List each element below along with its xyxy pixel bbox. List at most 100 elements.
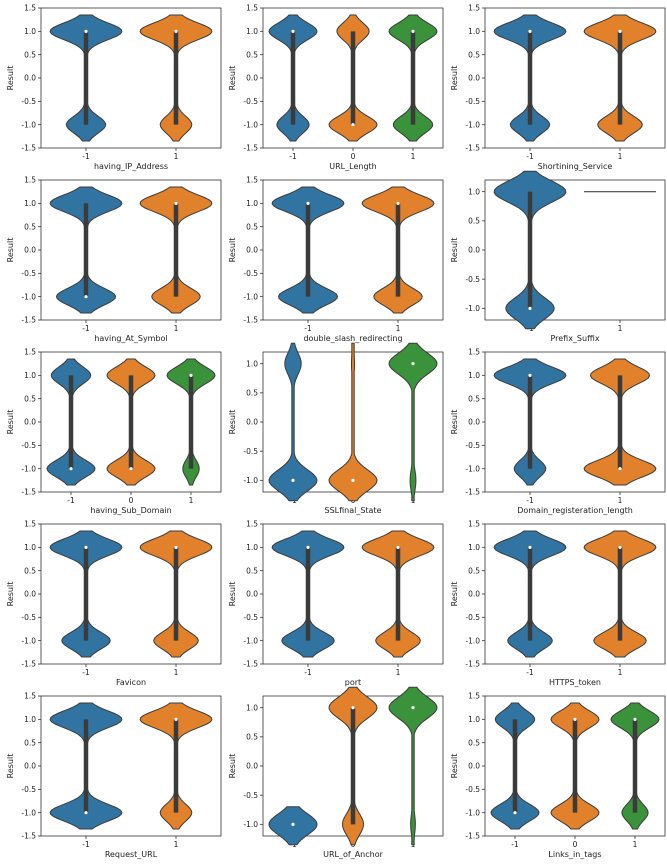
y-tick-label: 0.5 (246, 566, 258, 575)
y-tick-label: -1.0 (243, 820, 258, 829)
y-tick-label: 0.5 (24, 738, 36, 747)
x-tick-label: -1 (289, 152, 297, 161)
y-tick-label: -0.5 (21, 269, 36, 278)
y-tick-label: 0.0 (24, 246, 36, 255)
y-tick-label: 1.5 (24, 520, 36, 529)
y-axis-label: Result (6, 754, 15, 779)
y-tick-label: -0.5 (21, 441, 36, 450)
y-tick-label: 0.5 (24, 566, 36, 575)
median-marker (174, 545, 178, 549)
x-tick-label: -1 (82, 152, 90, 161)
y-tick-label: 0.5 (468, 738, 480, 747)
median-marker (306, 545, 310, 549)
median-marker (396, 201, 400, 205)
median-marker (633, 717, 637, 721)
x-tick-label: 1 (618, 324, 623, 333)
y-tick-label: 0.5 (468, 50, 480, 59)
subplot-Request_URL: 1.5 1.0 0.5 0.0 -0.5 -1.0 -1.5 Result Request_UR… (6, 692, 222, 859)
x-tick-label: -1 (526, 496, 534, 505)
y-axis-label: Result (450, 582, 459, 607)
y-tick-label: -1.0 (465, 304, 480, 313)
median-marker (174, 29, 178, 33)
y-tick-label: -1.0 (21, 292, 36, 301)
y-tick-label: -1.0 (465, 120, 480, 129)
median-marker (306, 201, 310, 205)
y-tick-label: -1.0 (465, 808, 480, 817)
y-tick-label: 0.0 (24, 74, 36, 83)
x-tick-label: -1 (526, 152, 534, 161)
x-axis-label: having_Sub_Domain (90, 506, 171, 515)
y-tick-label: -0.5 (243, 791, 258, 800)
y-tick-label: 0.0 (246, 590, 258, 599)
y-tick-label: -0.5 (243, 269, 258, 278)
x-tick-label: 1 (618, 668, 623, 677)
median-marker (411, 29, 415, 33)
median-marker (69, 467, 73, 471)
median-marker (189, 373, 193, 377)
median-marker (528, 29, 532, 33)
y-axis-label: Result (6, 582, 15, 607)
x-axis-label: Links_in_tags (548, 850, 601, 859)
y-tick-label: -1.0 (243, 636, 258, 645)
y-axis-label: Result (6, 66, 15, 91)
median-marker (351, 478, 355, 482)
y-axis-label: Result (450, 410, 459, 435)
y-tick-label: -1.5 (465, 144, 480, 153)
y-axis-label: Result (228, 754, 237, 779)
median-marker (528, 545, 532, 549)
x-axis-label: double_slash_redirecting (303, 334, 402, 343)
subplot-port: 1.5 1.0 0.5 0.0 -0.5 -1.0 -1.5 Result port -1 1 (228, 520, 444, 687)
y-tick-label: -1.0 (243, 292, 258, 301)
y-tick-label: 0.0 (468, 590, 480, 599)
x-axis-label: Favicon (116, 678, 146, 687)
x-tick-label: 0 (351, 152, 356, 161)
y-tick-label: -1.5 (21, 144, 36, 153)
y-tick-label: 0.5 (246, 50, 258, 59)
x-tick-label: 0 (573, 840, 578, 849)
x-axis-label: having_At_Symbol (94, 334, 167, 343)
median-marker (84, 811, 88, 815)
y-axis-label: Result (6, 238, 15, 263)
violin-1 (388, 686, 438, 846)
y-tick-label: 1.0 (24, 543, 36, 552)
y-tick-label: 1.0 (246, 703, 258, 712)
y-tick-label: 1.0 (24, 715, 36, 724)
x-tick-label: 1 (174, 840, 179, 849)
subplot-Favicon: 1.5 1.0 0.5 0.0 -0.5 -1.0 -1.5 Result Favicon -1 1 (6, 520, 222, 687)
x-tick-label: -1 (304, 668, 312, 677)
y-axis-label: Result (228, 238, 237, 263)
median-marker (174, 201, 178, 205)
y-tick-label: 1.5 (468, 692, 480, 701)
subplot-double_slash_redirecting: 1.5 1.0 0.5 0.0 -0.5 -1.0 -1.5 Result double_sla… (228, 176, 444, 343)
y-tick-label: -0.5 (21, 785, 36, 794)
y-tick-label: 0.0 (468, 762, 480, 771)
x-tick-label: -1 (526, 668, 534, 677)
y-tick-label: -1.5 (243, 660, 258, 669)
subplot-having_IP_Address: 1.5 1.0 0.5 0.0 -0.5 -1.0 -1.5 Result having_IP_… (6, 4, 222, 171)
x-tick-label: -1 (511, 840, 519, 849)
y-axis-label: Result (228, 66, 237, 91)
y-tick-label: 0.0 (468, 418, 480, 427)
y-tick-label: -0.5 (465, 613, 480, 622)
y-tick-label: 0.5 (468, 216, 480, 225)
x-axis-label: HTTPS_token (549, 678, 601, 687)
y-tick-label: -1.0 (465, 636, 480, 645)
x-tick-label: 1 (633, 840, 638, 849)
y-tick-label: 1.0 (24, 199, 36, 208)
y-tick-label: -0.5 (465, 275, 480, 284)
x-tick-label: -1 (82, 668, 90, 677)
y-tick-label: 1.0 (468, 543, 480, 552)
y-tick-label: 1.0 (246, 359, 258, 368)
x-tick-label: 1 (411, 152, 416, 161)
y-tick-label: -0.5 (243, 613, 258, 622)
x-tick-label: 1 (174, 668, 179, 677)
y-tick-label: 1.5 (24, 4, 36, 13)
subplot-having_At_Symbol: 1.5 1.0 0.5 0.0 -0.5 -1.0 -1.5 Result having_At_… (6, 176, 222, 343)
y-axis-label: Result (6, 410, 15, 435)
y-tick-label: 0.5 (246, 732, 258, 741)
y-tick-label: 0.5 (246, 388, 258, 397)
y-tick-label: 1.0 (246, 27, 258, 36)
median-marker (513, 811, 517, 815)
